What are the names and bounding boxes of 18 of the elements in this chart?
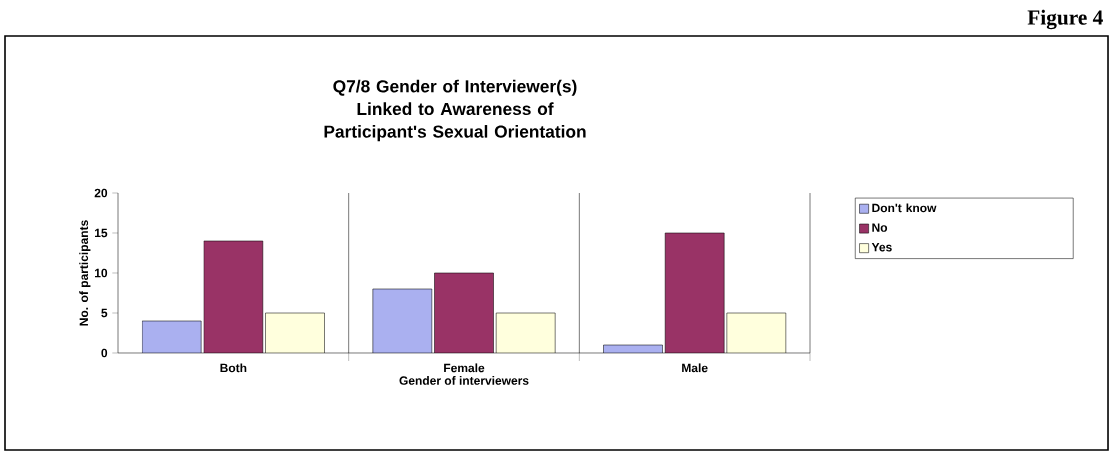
y-tick-label: 20	[94, 188, 108, 198]
y-axis-title: No. of participants	[79, 220, 91, 326]
y-tick-label: 15	[95, 228, 108, 238]
legend-label: Don't know	[872, 203, 937, 213]
x-tick-label: Female	[444, 363, 485, 373]
y-tick-label: 0	[101, 348, 108, 358]
x-axis-title: Gender of interviewers	[399, 376, 529, 385]
bar	[664, 232, 725, 353]
legend-label: No	[872, 223, 888, 232]
bar	[203, 241, 263, 353]
x-tick-label: Male	[682, 363, 708, 373]
y-tick-label: 10	[95, 268, 108, 278]
bar	[434, 273, 494, 353]
x-tick-label: Both	[220, 363, 247, 373]
caption: Figure 4	[1027, 9, 1103, 30]
chart-title: Q7/8 Gender of Interviewer(s) Linked to Awareness of Participant's Sexual Orientation	[324, 79, 586, 142]
y-tick-label: 5	[101, 308, 108, 318]
legend-label: Yes	[871, 243, 892, 252]
